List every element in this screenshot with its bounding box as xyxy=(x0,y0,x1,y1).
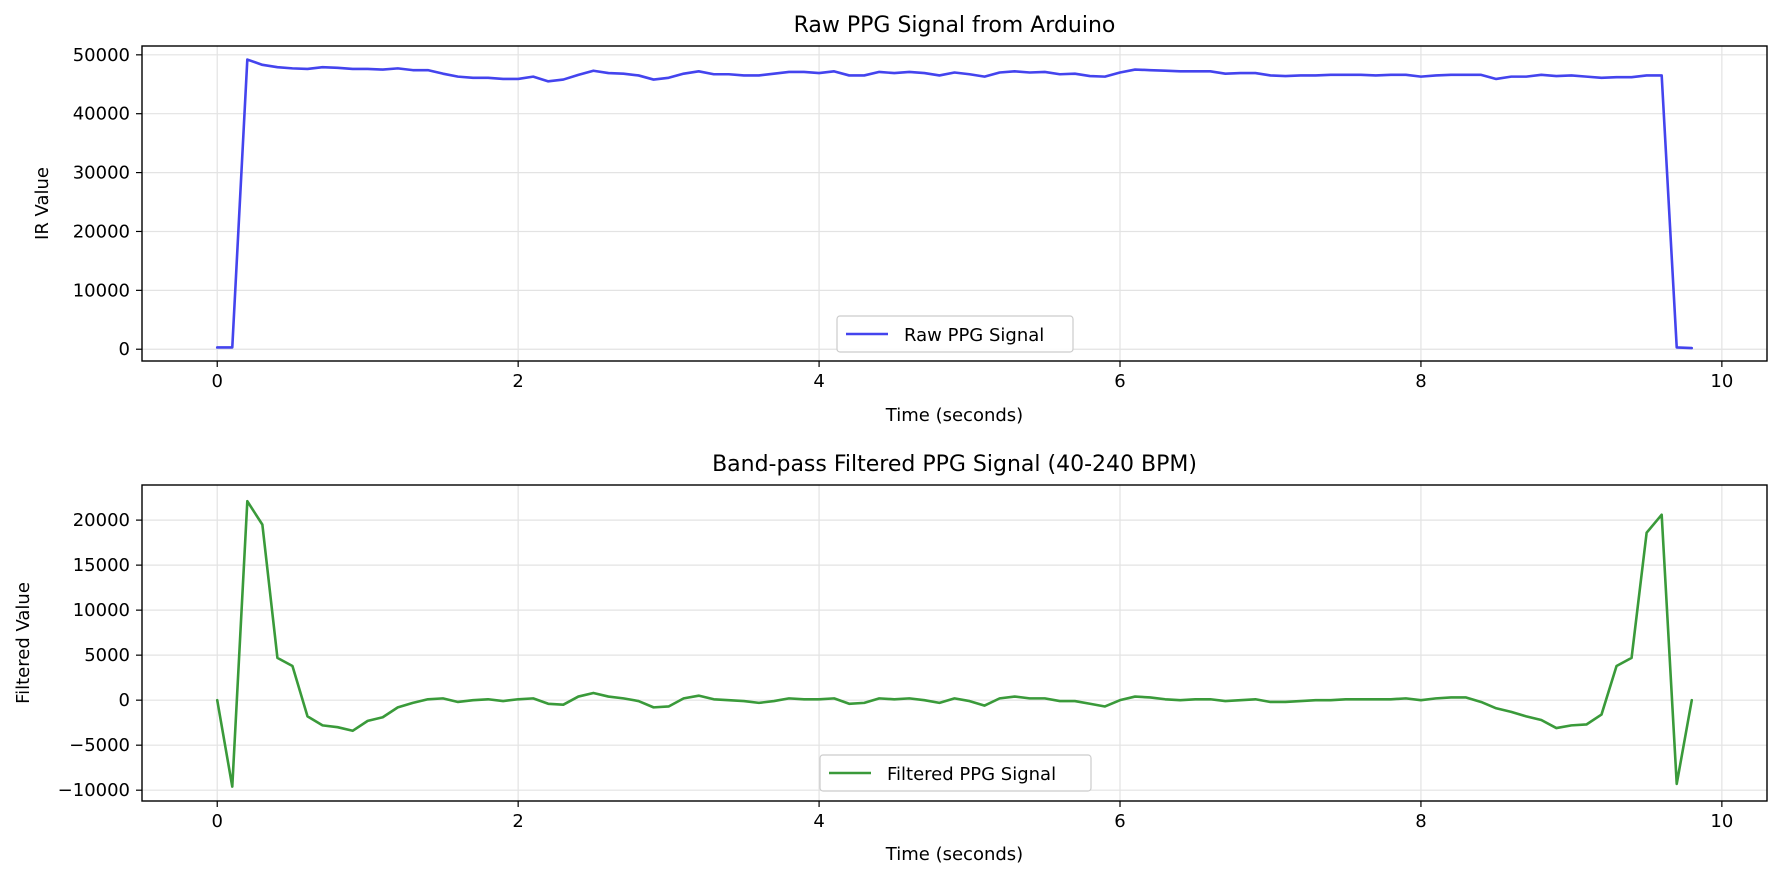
raw-plot-frame xyxy=(141,45,1768,362)
filtered-signal-panel: Band-pass Filtered PPG Signal (40-240 BP… xyxy=(13,452,1768,865)
filtered-y-axis-label: Filtered Value xyxy=(13,582,34,704)
raw-legend-label: Raw PPG Signal xyxy=(904,325,1044,346)
filtered-x-tick-label: 4 xyxy=(813,811,824,832)
filtered-y-tick-label: −10000 xyxy=(58,780,130,801)
filtered-y-tick-label: 5000 xyxy=(84,645,130,666)
filtered-legend-label: Filtered PPG Signal xyxy=(887,764,1056,785)
raw-y-tick-label: 40000 xyxy=(73,104,130,125)
raw-y-ticks: 0 10000 20000 30000 40000 50000 xyxy=(73,45,142,360)
filtered-plot-frame xyxy=(141,484,1768,802)
filtered-y-tick-label: 10000 xyxy=(73,600,130,621)
filtered-legend: Filtered PPG Signal xyxy=(819,754,1092,792)
raw-grid xyxy=(142,46,1767,361)
raw-y-tick-label: 0 xyxy=(119,339,130,360)
filtered-y-tick-label: 15000 xyxy=(73,555,130,576)
raw-x-tick-label: 6 xyxy=(1114,371,1125,392)
filtered-chart-title: Band-pass Filtered PPG Signal (40-240 BP… xyxy=(712,452,1197,477)
filtered-y-tick-label: −5000 xyxy=(69,735,130,756)
filtered-x-tick-label: 10 xyxy=(1710,811,1733,832)
filtered-x-axis-label: Time (seconds) xyxy=(885,844,1023,865)
raw-y-tick-label: 30000 xyxy=(73,163,130,184)
filtered-x-ticks: 0 2 4 6 8 10 xyxy=(212,801,1733,832)
raw-x-tick-label: 8 xyxy=(1415,371,1426,392)
raw-signal-panel: Raw PPG Signal from Arduino 0 2 4 6 8 10 0 100… xyxy=(32,13,1768,426)
raw-x-tick-label: 4 xyxy=(813,371,824,392)
raw-x-tick-label: 2 xyxy=(512,371,523,392)
raw-legend: Raw PPG Signal xyxy=(836,315,1074,353)
raw-y-tick-label: 50000 xyxy=(73,45,130,66)
raw-x-tick-label: 0 xyxy=(212,371,223,392)
filtered-legend-box xyxy=(819,754,1092,792)
filtered-x-tick-label: 6 xyxy=(1114,811,1125,832)
raw-y-tick-label: 10000 xyxy=(73,280,130,301)
raw-series-layer xyxy=(215,58,1694,350)
raw-x-axis-label: Time (seconds) xyxy=(885,405,1023,426)
raw-y-tick-label: 20000 xyxy=(73,221,130,242)
raw-y-axis-label: IR Value xyxy=(32,167,53,240)
filtered-series-line xyxy=(215,499,1694,788)
filtered-x-tick-label: 2 xyxy=(512,811,523,832)
raw-series-line xyxy=(215,58,1694,350)
filtered-y-tick-label: 0 xyxy=(119,690,130,711)
filtered-y-tick-label: 20000 xyxy=(73,510,130,531)
filtered-series-layer xyxy=(215,499,1694,788)
raw-x-ticks: 0 2 4 6 8 10 xyxy=(212,361,1733,392)
filtered-x-tick-label: 0 xyxy=(212,811,223,832)
raw-chart-title: Raw PPG Signal from Arduino xyxy=(794,13,1116,38)
filtered-x-tick-label: 8 xyxy=(1415,811,1426,832)
raw-x-tick-label: 10 xyxy=(1710,371,1733,392)
filtered-y-ticks: −10000 −5000 0 5000 10000 15000 20000 xyxy=(58,510,142,801)
raw-legend-box xyxy=(836,315,1074,353)
